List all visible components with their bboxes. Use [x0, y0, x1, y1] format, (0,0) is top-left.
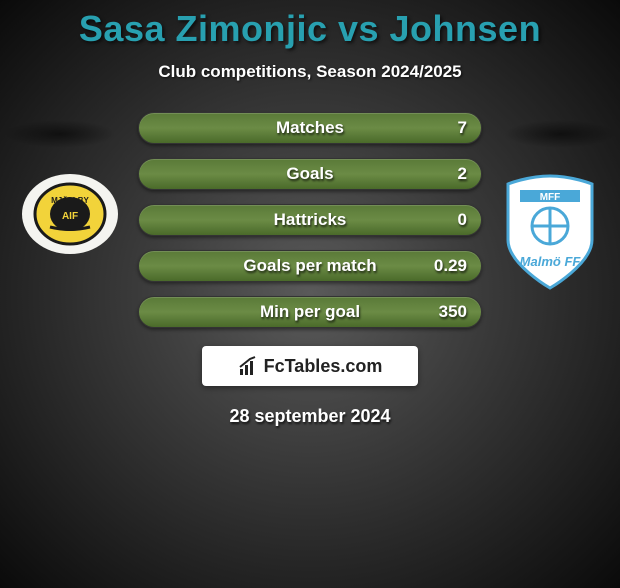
footer-date: 28 september 2024	[0, 406, 620, 427]
content-area: MJÄLLBY AIF MFF Malmö FF Matches 7 Goals…	[0, 112, 620, 427]
branding-text: FcTables.com	[264, 356, 383, 377]
stat-row-gpm: Goals per match 0.29	[138, 250, 482, 282]
team-badge-right: MFF Malmö FF	[500, 172, 600, 292]
branding-watermark: FcTables.com	[202, 346, 418, 386]
shadow-right	[504, 120, 616, 148]
team-badge-left: MJÄLLBY AIF	[20, 172, 120, 256]
page-subtitle: Club competitions, Season 2024/2025	[0, 62, 620, 82]
stats-list: Matches 7 Goals 2 Hattricks 0 Goals per …	[138, 112, 482, 328]
svg-text:Malmö FF: Malmö FF	[520, 254, 582, 269]
svg-text:MJÄLLBY: MJÄLLBY	[51, 196, 89, 205]
stat-value: 350	[439, 302, 467, 322]
chart-icon	[238, 355, 260, 377]
page-title: Sasa Zimonjic vs Johnsen	[0, 8, 620, 50]
stat-row-hattricks: Hattricks 0	[138, 204, 482, 236]
stat-label: Min per goal	[260, 302, 360, 322]
stat-value: 0	[458, 210, 467, 230]
mjallby-logo-icon: MJÄLLBY AIF	[20, 172, 120, 256]
stat-label: Matches	[276, 118, 344, 138]
stat-row-mpg: Min per goal 350	[138, 296, 482, 328]
stat-value: 2	[458, 164, 467, 184]
stat-label: Goals per match	[243, 256, 376, 276]
malmo-ff-logo-icon: MFF Malmö FF	[500, 172, 600, 292]
shadow-left	[4, 120, 116, 148]
stat-value: 7	[458, 118, 467, 138]
svg-text:AIF: AIF	[62, 211, 78, 222]
stat-row-matches: Matches 7	[138, 112, 482, 144]
stat-value: 0.29	[434, 256, 467, 276]
svg-text:MFF: MFF	[540, 192, 561, 203]
stat-label: Hattricks	[274, 210, 347, 230]
stat-label: Goals	[286, 164, 333, 184]
stat-row-goals: Goals 2	[138, 158, 482, 190]
